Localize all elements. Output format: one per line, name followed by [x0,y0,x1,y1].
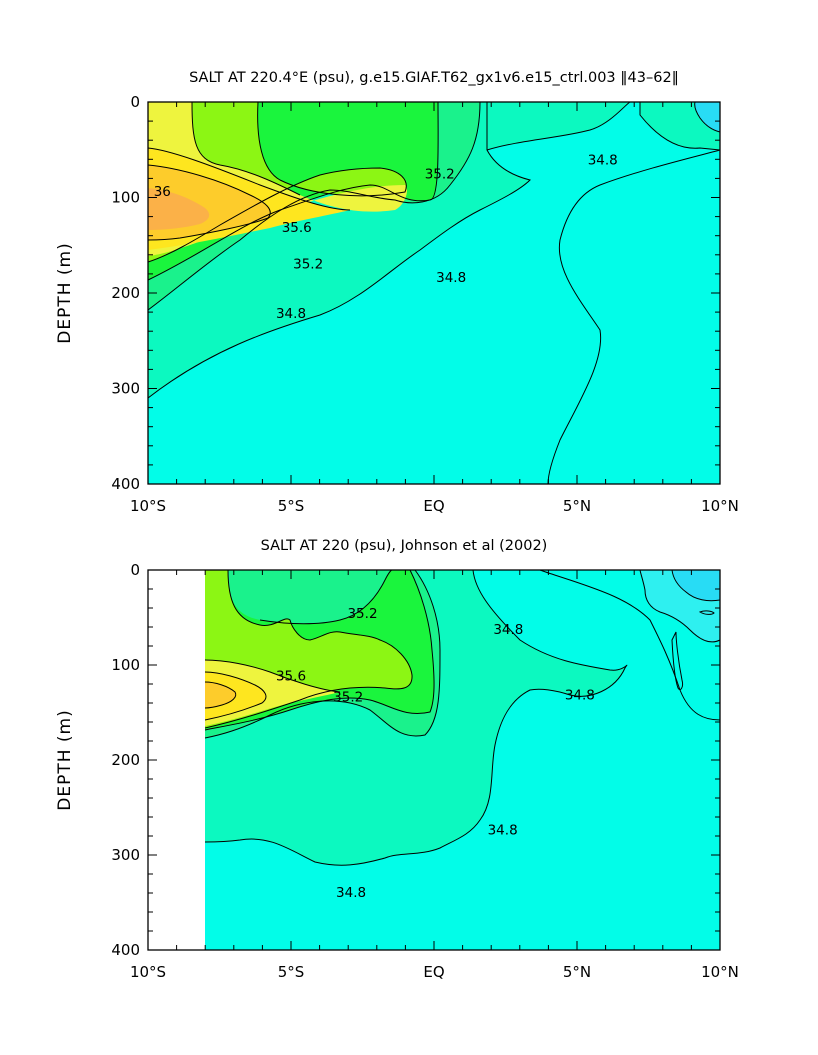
contour-line [547,149,721,485]
contour-label: 36 [154,184,171,200]
contour-label: 35.6 [276,668,306,684]
fill-obs-360 [205,682,236,708]
contour-line [147,147,351,211]
contour-line [147,101,481,311]
contour-fill-model [148,102,720,484]
y-tick-label: 400 [111,475,140,493]
contour-line [204,671,267,721]
contour-line [639,102,721,151]
y-tick-label: 0 [130,561,140,579]
contour-line [204,681,237,709]
contour-lines-model [147,101,721,485]
contour-line [698,610,715,615]
contour-labels-observed: 35.2 35.6 35.2 34.8 34.8 34.8 34.8 [276,606,595,901]
x-tick-label: EQ [423,497,444,515]
contour-label: 34.8 [565,687,595,703]
contour-label: 34.8 [336,885,366,901]
contour-line [204,569,435,731]
y-tick-label: 200 [111,751,140,769]
contour-line [147,101,407,263]
contour-line [694,101,721,133]
contour-lines-observed [204,569,721,866]
x-tick-label: 5°N [563,963,591,981]
contour-line [671,631,683,691]
contour-label: 34.8 [493,622,523,638]
contour-label: 34.8 [276,306,306,322]
fill-model-top-band [694,102,720,132]
x-tick-label: 10°N [701,497,739,515]
x-tick-label: 5°S [278,497,305,515]
ticks-observed: 10°S 5°S EQ 5°N 10°N 0 100 200 300 400 [111,561,739,981]
y-tick-label: 100 [111,189,140,207]
y-axis-label-observed: DEPTH (m) [55,709,75,810]
contour-line [539,569,721,721]
contour-line [639,569,721,643]
y-tick-label: 200 [111,284,140,302]
ticks-model: 10°S 5°S EQ 5°N 10°N 0 100 200 300 400 [111,93,739,515]
x-tick-label: 10°S [130,497,166,515]
x-tick-label: EQ [423,963,444,981]
x-tick-label: 5°N [563,497,591,515]
y-tick-label: 300 [111,846,140,864]
contour-line [204,659,341,693]
contour-line [191,101,301,196]
contour-line [204,569,441,739]
contour-label: 35.2 [293,256,323,272]
y-tick-label: 100 [111,656,140,674]
contour-line [204,569,628,866]
contour-label: 35.6 [282,220,312,236]
fill-obs-342 [672,570,720,601]
contour-label: 35.2 [333,689,363,705]
panel-observed: 35.2 35.6 35.2 34.8 34.8 34.8 34.8 10°S 5°S EQ 5°… [55,538,739,981]
contour-line [147,102,531,399]
fill-34-8 [148,102,720,150]
contour-line [147,101,439,281]
contour-label: 34.8 [488,822,518,838]
contour-label: 34.8 [588,152,618,168]
contour-line [259,569,393,625]
contour-line [671,569,721,602]
y-tick-label: 300 [111,380,140,398]
no-data-area [148,570,205,950]
contour-label: 34.8 [436,270,466,286]
y-tick-label: 0 [130,93,140,111]
y-tick-label: 400 [111,941,140,959]
contour-line [486,101,631,151]
contour-label: 35.2 [347,606,377,622]
x-tick-label: 10°N [701,963,739,981]
chart-title-observed: SALT AT 220 (psu), Johnson et al (2002) [261,538,548,554]
chart-title-model: SALT AT 220.4°E (psu), g.e15.GIAF.T62_gx… [189,70,679,86]
contour-labels-model: 36 35.6 35.2 34.8 35.2 34.8 34.8 [154,152,618,322]
x-tick-label: 10°S [130,963,166,981]
contour-fill-observed [205,570,720,950]
fill-model-362 [148,188,210,230]
y-axis-label-model: DEPTH (m) [55,242,75,343]
contour-label: 35.2 [425,167,455,183]
x-tick-label: 5°S [278,963,305,981]
